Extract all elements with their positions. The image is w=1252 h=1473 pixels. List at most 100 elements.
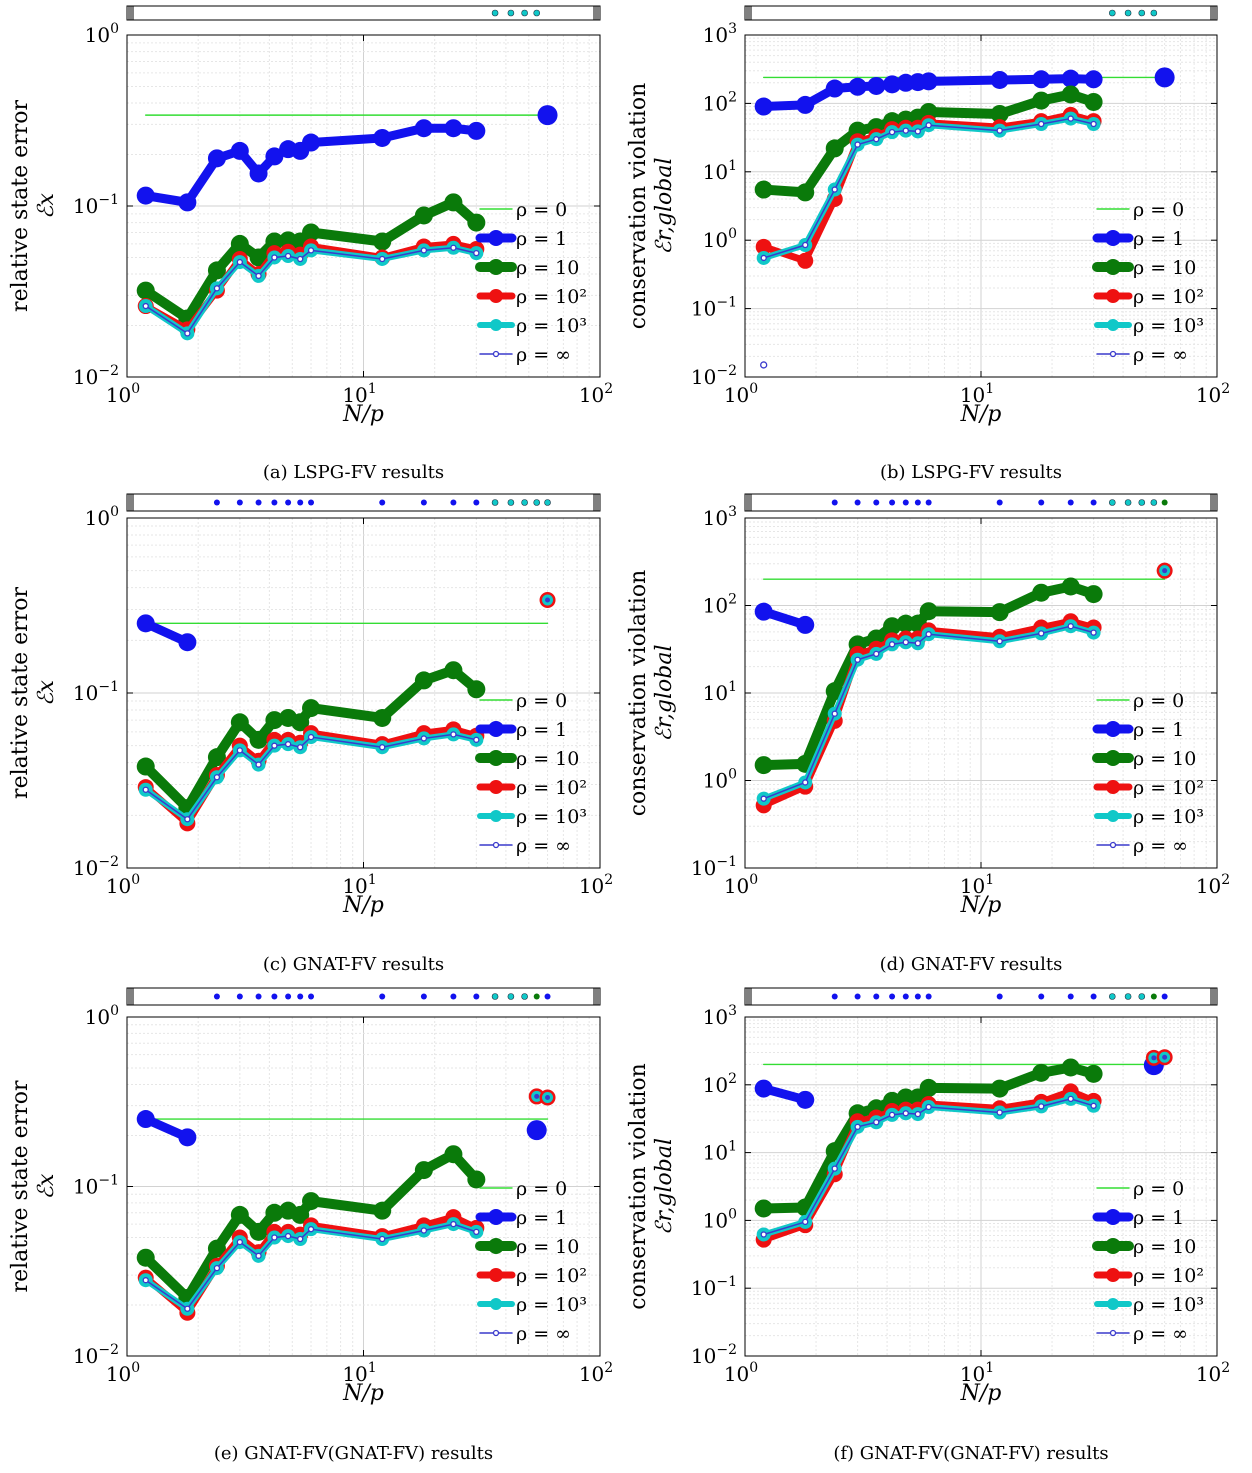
data-point bbox=[754, 1199, 773, 1218]
data-point bbox=[473, 1228, 480, 1236]
x-tick-label: 100 bbox=[724, 381, 758, 407]
data-point bbox=[831, 1165, 838, 1172]
strip-dot bbox=[889, 993, 896, 1000]
data-point bbox=[1067, 623, 1074, 630]
data-point bbox=[307, 1226, 315, 1233]
data-point bbox=[914, 128, 921, 135]
data-point bbox=[1090, 629, 1097, 636]
data-point bbox=[467, 680, 486, 699]
series-group bbox=[754, 1049, 1173, 1248]
data-point bbox=[444, 193, 463, 212]
data-point bbox=[1032, 583, 1051, 602]
y-tick-label: 10−2 bbox=[691, 363, 737, 389]
y-axis-label: conservation violation bbox=[626, 83, 651, 330]
legend-label: ρ = 10² bbox=[1133, 286, 1204, 308]
data-point bbox=[1061, 69, 1080, 88]
legend-label: ρ = 10³ bbox=[1133, 806, 1204, 828]
data-point bbox=[255, 761, 262, 768]
legend: ρ = 0 ρ = 1 ρ = 10 ρ = 10² ρ = 10³ ρ = ∞ bbox=[475, 199, 587, 366]
strip-dot bbox=[873, 499, 880, 506]
data-point bbox=[902, 1110, 909, 1117]
x-tick-label: 101 bbox=[342, 872, 376, 898]
data-point bbox=[379, 255, 386, 263]
strip-dot bbox=[996, 499, 1003, 506]
data-point bbox=[1151, 1055, 1157, 1061]
data-point bbox=[414, 671, 433, 690]
marker-strip bbox=[744, 493, 1218, 512]
x-tick-label: 100 bbox=[106, 872, 140, 898]
data-point bbox=[284, 741, 292, 748]
data-point bbox=[136, 757, 155, 776]
strip-dot bbox=[1108, 993, 1116, 1000]
x-tick-label: 101 bbox=[960, 872, 994, 898]
y-tick-label: 100 bbox=[703, 1206, 737, 1232]
panel-caption: (b) LSPG-FV results bbox=[880, 462, 1062, 483]
strip-dot bbox=[473, 993, 480, 1000]
legend-label: ρ = 1 bbox=[1133, 719, 1184, 741]
data-point bbox=[996, 127, 1003, 134]
marker-strip bbox=[126, 5, 601, 21]
data-point bbox=[297, 1235, 304, 1243]
data-point bbox=[249, 730, 268, 749]
strip-dot bbox=[1090, 993, 1097, 1000]
legend: ρ = 0 ρ = 1 ρ = 10 ρ = 10² ρ = 10³ ρ = ∞ bbox=[1092, 1178, 1204, 1345]
legend-label: ρ = 10² bbox=[516, 1265, 587, 1287]
data-point bbox=[1067, 1095, 1074, 1103]
data-point bbox=[1032, 91, 1051, 110]
strip-dot bbox=[213, 499, 220, 506]
data-point bbox=[754, 602, 773, 621]
strip-box bbox=[126, 987, 601, 1006]
data-point bbox=[919, 602, 938, 621]
data-point bbox=[902, 639, 909, 646]
strip-dot bbox=[450, 993, 457, 1000]
data-point bbox=[796, 615, 815, 634]
data-point bbox=[1084, 1064, 1103, 1083]
strip-dot bbox=[1161, 499, 1168, 506]
strip-dot bbox=[996, 993, 1003, 1000]
y-axis-symbol: ℰx bbox=[34, 193, 59, 219]
data-point bbox=[990, 104, 1009, 123]
strip-dot bbox=[521, 499, 528, 506]
legend: ρ = 0 ρ = 1 ρ = 10 ρ = 10² ρ = 10³ ρ = ∞ bbox=[475, 1178, 587, 1345]
data-point bbox=[796, 95, 815, 114]
data-point bbox=[291, 713, 310, 732]
legend: ρ = 0 ρ = 1 ρ = 10 ρ = 10² ρ = 10³ ρ = ∞ bbox=[475, 690, 587, 857]
chart-panel-a: 100 101 102 10−2 10−1 100 N/p relative state er… bbox=[8, 5, 613, 483]
legend-label: ρ = 10² bbox=[1133, 1265, 1204, 1287]
y-tick-label: 10−1 bbox=[691, 295, 737, 321]
x-tick-label: 102 bbox=[1196, 1360, 1230, 1386]
x-axis-label: N/p bbox=[960, 1381, 1002, 1406]
y-tick-label: 102 bbox=[703, 592, 737, 618]
data-point bbox=[236, 1238, 243, 1246]
legend-marker bbox=[489, 780, 503, 794]
legend-label: ρ = 1 bbox=[1133, 1207, 1184, 1229]
tick-marks bbox=[126, 517, 601, 869]
strip-dot bbox=[1124, 499, 1132, 506]
data-point bbox=[255, 1252, 262, 1259]
data-point bbox=[797, 252, 814, 269]
strip-dot bbox=[1090, 499, 1097, 506]
y-tick-label: 10−1 bbox=[691, 1274, 737, 1300]
legend-marker bbox=[1105, 750, 1121, 766]
data-point bbox=[854, 1123, 861, 1130]
y-tick-label: 10−1 bbox=[73, 192, 119, 218]
legend-label: ρ = 0 bbox=[516, 199, 567, 221]
x-tick-label: 100 bbox=[106, 1360, 140, 1386]
data-point bbox=[420, 247, 428, 254]
data-point bbox=[755, 238, 772, 255]
legend-label: ρ = 10 bbox=[516, 748, 579, 770]
series-group bbox=[136, 105, 558, 341]
strip-box bbox=[126, 493, 601, 512]
strip-dot bbox=[491, 9, 499, 17]
data-point bbox=[1032, 70, 1051, 89]
strip-dot bbox=[854, 499, 861, 506]
chart-panel-f: 100 101 102 10−2 10−1 100 101 102 103 N/p conserva… bbox=[626, 987, 1230, 1464]
strip-dot bbox=[271, 993, 278, 1000]
x-axis-label: N/p bbox=[960, 893, 1002, 918]
data-point bbox=[207, 149, 226, 168]
data-point bbox=[1084, 70, 1103, 89]
data-point bbox=[136, 1248, 155, 1267]
legend-label: ρ = 10³ bbox=[1133, 1294, 1204, 1316]
data-point bbox=[207, 748, 226, 767]
data-point bbox=[1032, 1063, 1051, 1082]
